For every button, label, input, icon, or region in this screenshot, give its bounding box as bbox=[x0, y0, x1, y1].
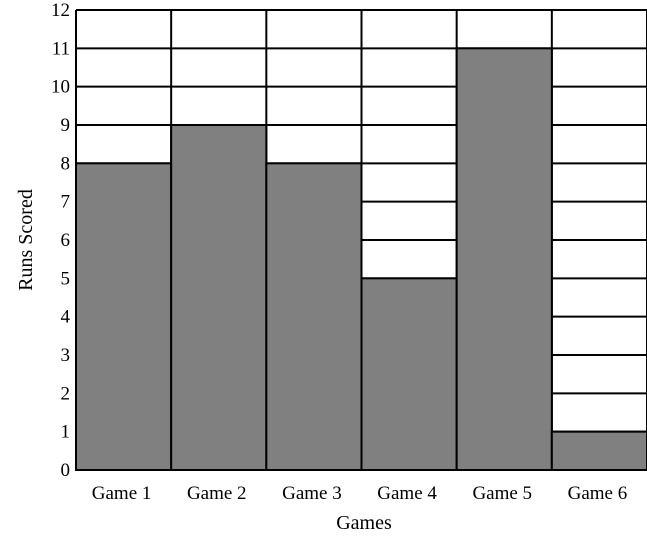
y-axis-label: Runs Scored bbox=[15, 189, 37, 291]
x-tick-label-game-5: Game 5 bbox=[472, 483, 532, 504]
y-tick-label-4: 4 bbox=[61, 307, 71, 328]
axes bbox=[75, 10, 647, 471]
y-tick-label-1: 1 bbox=[61, 422, 71, 443]
bar-game-6 bbox=[550, 430, 647, 471]
y-tick-label-2: 2 bbox=[61, 383, 71, 404]
x-tick-labels: Game 1 Game 2 Game 3 Game 4 Game 5 Game 6 bbox=[92, 483, 627, 504]
x-tick-label-game-6: Game 6 bbox=[568, 483, 628, 504]
y-tick-label-7: 7 bbox=[61, 192, 71, 213]
y-tick-label-11: 11 bbox=[52, 38, 70, 59]
x-tick-label-game-1: Game 1 bbox=[92, 483, 152, 504]
bar-game-2 bbox=[170, 124, 268, 471]
y-tick-label-8: 8 bbox=[61, 153, 71, 174]
y-tick-label-5: 5 bbox=[61, 268, 71, 289]
bar-game-4 bbox=[360, 277, 458, 472]
y-tick-label-0: 0 bbox=[61, 460, 71, 481]
y-tick-label-12: 12 bbox=[51, 0, 70, 21]
x-tick-label-game-3: Game 3 bbox=[282, 483, 342, 504]
x-tick-label-game-4: Game 4 bbox=[377, 483, 437, 504]
bar-game-1 bbox=[75, 162, 173, 471]
bar-game-3 bbox=[265, 162, 363, 471]
x-tick-label-game-2: Game 2 bbox=[187, 483, 247, 504]
x-axis-label: Games bbox=[336, 512, 392, 534]
y-tick-label-3: 3 bbox=[61, 345, 71, 366]
y-tick-label-10: 10 bbox=[51, 77, 70, 98]
bar-game-5 bbox=[455, 47, 553, 471]
bars bbox=[75, 47, 647, 472]
y-tick-label-6: 6 bbox=[61, 230, 71, 251]
y-tick-label-9: 9 bbox=[61, 115, 71, 136]
